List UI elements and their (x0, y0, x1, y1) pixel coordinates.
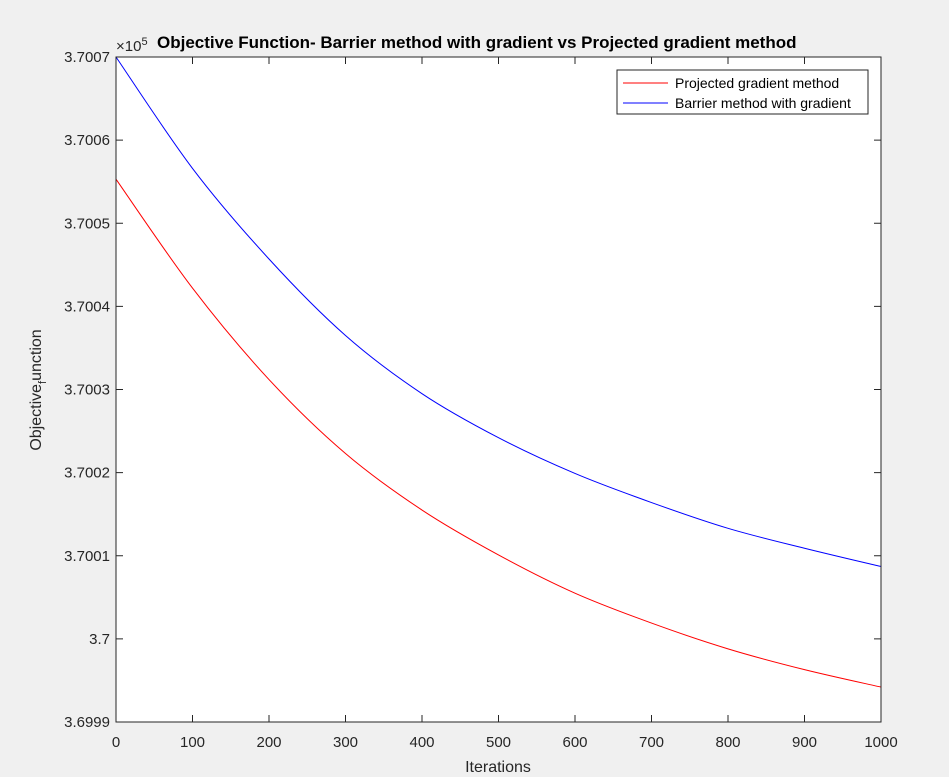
x-tick-label: 300 (333, 734, 358, 751)
x-tick-label: 0 (112, 734, 120, 751)
plot-area (116, 57, 881, 722)
x-tick-label: 500 (486, 734, 511, 751)
y-tick-label: 3.7 (89, 631, 110, 648)
legend-box (616, 69, 869, 115)
legend: Projected gradient method Barrier method… (616, 69, 869, 115)
y-tick-label: 3.7006 (64, 132, 110, 149)
x-tick-label: 600 (562, 734, 587, 751)
y-tick-label: 3.7002 (64, 465, 110, 482)
series-line-0 (115, 178, 882, 688)
chart-title: Objective Function- Barrier method with … (157, 33, 796, 52)
y-exponent-base: ×10 (116, 38, 141, 55)
y-tick-label: 3.7004 (64, 298, 110, 315)
legend-label-barrier: Barrier method with gradient (675, 95, 851, 111)
y-tick-label: 3.7005 (64, 215, 110, 232)
svg-text:Objectivefunction: Objectivefunction (28, 329, 49, 450)
y-tick-label: 3.7001 (64, 548, 110, 565)
y-axis-label-main: Objective (28, 384, 45, 451)
series-layer (115, 56, 882, 688)
y-exponent: ×105 (116, 36, 148, 55)
x-axis-label: Iterations (465, 759, 531, 776)
y-tick-label: 3.7003 (64, 382, 110, 399)
x-tick-label: 800 (715, 734, 740, 751)
y-axis-label-sub: f (37, 380, 49, 384)
x-tick-label: 900 (792, 734, 817, 751)
ticks-layer: 0 100 200 300 400 500 600 700 800 900 1000 3.6999 3.… (64, 49, 898, 751)
x-tick-label: 1000 (864, 734, 897, 751)
axes-box (115, 56, 882, 723)
series-line-1 (115, 56, 882, 568)
x-tick-label: 700 (639, 734, 664, 751)
y-tick-label: 3.6999 (64, 714, 110, 731)
y-axis-label: Objectivefunction (28, 329, 49, 450)
x-tick-label: 400 (409, 734, 434, 751)
x-tick-label: 200 (256, 734, 281, 751)
y-exponent-power: 5 (141, 36, 147, 48)
x-tick-label: 100 (180, 734, 205, 751)
y-tick-label: 3.7007 (64, 49, 110, 66)
y-axis-label-rest: unction (28, 329, 45, 381)
legend-label-projected: Projected gradient method (675, 75, 839, 91)
